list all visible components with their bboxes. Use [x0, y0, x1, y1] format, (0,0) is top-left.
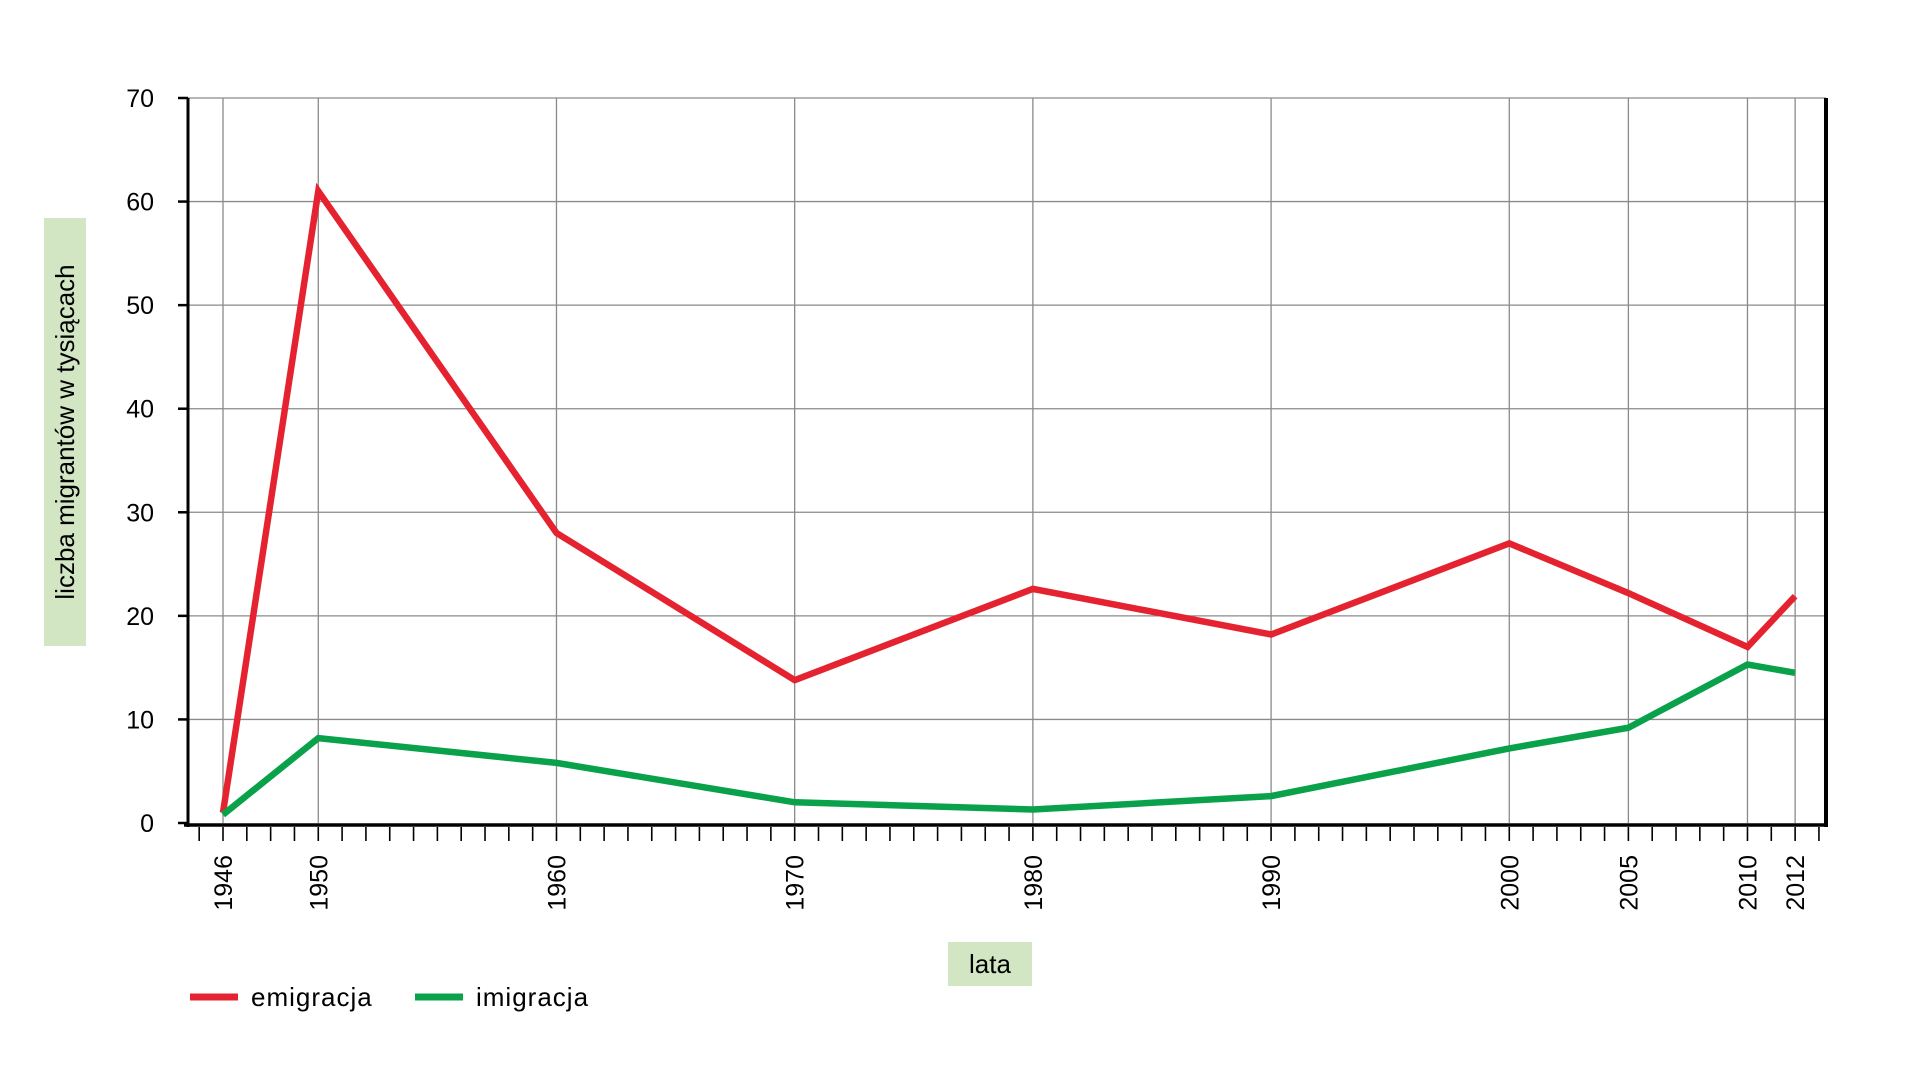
x-tick-label: 2010	[1734, 855, 1762, 911]
x-axis-title-background	[948, 942, 1032, 986]
x-tick-label: 1950	[305, 855, 333, 911]
y-tick-label: 40	[126, 396, 154, 424]
y-tick-label: 20	[126, 603, 154, 631]
x-tick-label: 2000	[1496, 855, 1524, 911]
x-tick-label: 1946	[210, 855, 238, 911]
series-lines	[219, 182, 1798, 818]
y-tick-label: 0	[140, 810, 154, 838]
x-tick-label: 1960	[543, 855, 571, 911]
y-axis-title-background	[44, 218, 86, 646]
y-tick-label: 10	[126, 706, 154, 734]
series-line-imigracja	[220, 661, 1796, 818]
series-line-emigracja	[219, 182, 1798, 814]
legend-label-emigracja: emigracja	[251, 982, 373, 1012]
x-axis-title-group: lata	[948, 942, 1032, 986]
y-tick-label: 70	[126, 85, 154, 113]
x-tick-label: 1970	[782, 855, 810, 911]
x-tick-label: 2012	[1782, 855, 1810, 911]
x-axis-title: lata	[969, 949, 1011, 979]
y-tick-label: 60	[126, 189, 154, 217]
x-tick-label: 1990	[1258, 855, 1286, 911]
y-tick-label: 30	[126, 499, 154, 527]
y-tick-label: 50	[126, 292, 154, 320]
x-tick-label: 2005	[1615, 855, 1643, 911]
grid	[188, 97, 1826, 823]
legend: emigracja imigracja	[190, 982, 589, 1012]
axes: 0 10 20 30 40 50 60 70 1946 1950 1960 1970 1980 1990 2…	[126, 85, 1828, 911]
x-tick-label: 1980	[1020, 855, 1048, 911]
y-axis-title: liczba migrantów w tysiącach	[50, 264, 80, 599]
legend-label-imigracja: imigracja	[476, 982, 589, 1012]
y-axis-title-group: liczba migrantów w tysiącach	[44, 218, 86, 646]
